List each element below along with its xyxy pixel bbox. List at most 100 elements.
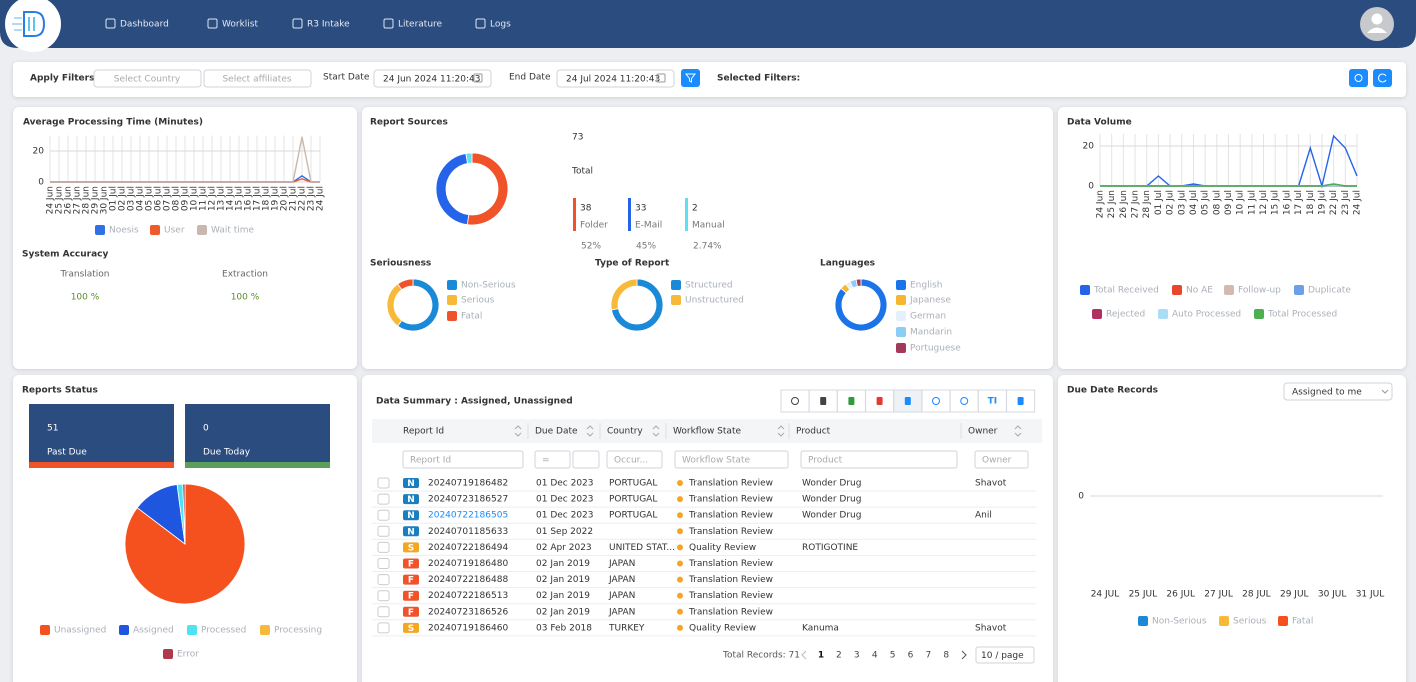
next-page[interactable] <box>961 650 967 660</box>
source-name: Manual <box>692 221 725 231</box>
legend-label: Follow-up <box>1238 286 1281 296</box>
state-dot <box>677 512 683 519</box>
page-size[interactable] <box>975 646 1035 664</box>
table-cell: JAPAN <box>608 591 635 601</box>
row-checkbox[interactable] <box>377 541 390 553</box>
page-number[interactable]: 8 <box>943 651 949 661</box>
total-label: Total <box>571 167 593 177</box>
x-tick-label: 02 Jul <box>1166 190 1176 215</box>
logo-mark <box>12 11 46 37</box>
table-cell: 20240719186460 <box>428 623 508 633</box>
affiliate-select[interactable] <box>203 69 312 88</box>
legend-label: Processed <box>201 626 246 636</box>
calendar-icon <box>473 73 483 83</box>
table-header <box>372 419 1042 443</box>
prev-page[interactable] <box>801 650 807 660</box>
status-label: Past Due <box>47 448 87 458</box>
total-value: 73 <box>572 133 583 143</box>
toolbar-icon <box>876 397 883 405</box>
x-tick-label: 23 Jul <box>307 186 317 211</box>
nav-item[interactable]: Worklist <box>222 20 258 30</box>
x-tick-label: 03 Jul <box>127 186 137 211</box>
table-cell: 01 Dec 2023 <box>536 495 594 505</box>
date-filter[interactable] <box>572 450 600 469</box>
row-checkbox[interactable] <box>377 509 390 521</box>
badge-label: S <box>408 624 414 634</box>
start-date[interactable] <box>373 69 492 88</box>
x-tick-label: 27 Jun <box>1131 190 1141 218</box>
row-checkbox[interactable] <box>377 574 390 586</box>
table-cell: Quality Review <box>689 543 756 553</box>
legend-swatch <box>1138 616 1148 626</box>
end-date[interactable] <box>556 69 675 88</box>
x-tick-label: 06 Jul <box>154 186 164 211</box>
apply-button[interactable] <box>1349 69 1368 87</box>
legend-swatch <box>187 625 197 635</box>
x-tick-label: 12 Jul <box>208 186 218 211</box>
toolbar-button[interactable] <box>949 389 979 413</box>
page-number[interactable]: 1 <box>818 651 824 661</box>
row-checkbox[interactable] <box>377 590 390 602</box>
page-number[interactable]: 2 <box>836 651 842 661</box>
owner-dropdown[interactable] <box>1283 382 1393 401</box>
row-checkbox[interactable] <box>377 525 390 537</box>
source-value: 2 <box>692 204 698 214</box>
legend-swatch <box>1254 309 1264 319</box>
calendar-icon <box>656 73 666 83</box>
row-checkbox[interactable] <box>377 606 390 618</box>
legend-swatch <box>671 295 681 305</box>
nav-item[interactable]: Logs <box>490 20 511 30</box>
filter-button[interactable] <box>681 69 700 87</box>
placeholder: Select affiliates <box>222 75 291 85</box>
page-number[interactable]: 3 <box>854 651 860 661</box>
row-checkbox[interactable] <box>377 622 390 634</box>
toolbar-button[interactable] <box>780 389 810 413</box>
table-cell: Translation Review <box>688 607 773 617</box>
page-number[interactable]: 4 <box>872 651 878 661</box>
legend-swatch <box>447 295 457 305</box>
source-name: Folder <box>580 221 608 231</box>
column-filter[interactable] <box>674 450 789 469</box>
badge <box>403 622 419 633</box>
column-filter[interactable] <box>534 450 571 469</box>
x-tick-label: 28 Jun <box>1142 190 1152 218</box>
page-number[interactable]: 6 <box>908 651 914 661</box>
legend-swatch <box>896 311 906 321</box>
row-checkbox[interactable] <box>377 493 390 505</box>
x-tick-label: 25 JUL <box>1129 590 1158 600</box>
country-select[interactable] <box>93 69 202 88</box>
panel-title: Due Date Records <box>1067 386 1158 396</box>
nav-item[interactable]: R3 Intake <box>307 20 350 30</box>
row-checkbox[interactable] <box>377 477 390 489</box>
donut-slice <box>834 278 888 332</box>
nav-item[interactable]: Dashboard <box>120 20 169 30</box>
x-tick-label: 02 Jul <box>118 186 128 211</box>
table-cell: Wonder Drug <box>802 511 861 521</box>
legend-swatch <box>896 343 906 353</box>
state-dot <box>677 544 683 551</box>
table-cell: UNITED STAT... <box>609 543 675 553</box>
legend-swatch <box>1278 616 1288 626</box>
reset-button[interactable] <box>1373 69 1392 87</box>
toolbar-button[interactable] <box>921 389 951 413</box>
badge-label: F <box>408 592 414 602</box>
column-filter[interactable] <box>800 450 958 469</box>
column-header: Product <box>796 427 831 437</box>
row-checkbox[interactable] <box>377 558 390 569</box>
filter-placeholder: Workflow State <box>682 456 750 466</box>
legend-swatch <box>896 280 906 290</box>
reset-icon <box>1378 73 1387 83</box>
page-number[interactable]: 5 <box>890 651 896 661</box>
start-label: Start Date <box>323 73 370 83</box>
nav-item[interactable]: Literature <box>398 20 443 30</box>
x-tick-label: 26 JUL <box>1166 590 1195 600</box>
table-cell[interactable]: 20240722186505 <box>428 511 508 521</box>
legend-label: Serious <box>461 296 495 306</box>
x-tick-label: 01 Jul <box>1154 190 1164 215</box>
column-filter[interactable] <box>606 450 663 469</box>
column-filter[interactable] <box>974 450 1029 469</box>
x-tick-label: 29 Jun <box>91 186 101 214</box>
page-number[interactable]: 7 <box>926 651 932 661</box>
column-filter[interactable] <box>402 450 524 469</box>
legend-label: Unassigned <box>54 626 106 636</box>
